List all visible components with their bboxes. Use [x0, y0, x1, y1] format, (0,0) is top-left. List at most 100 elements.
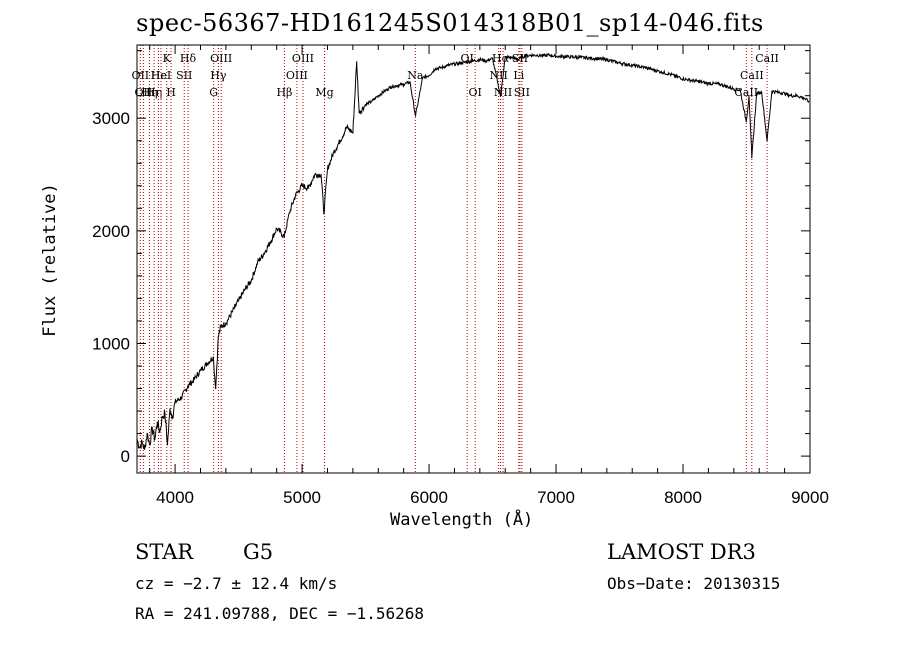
- data-point: [511, 56, 513, 59]
- data-point: [276, 228, 278, 230]
- data-point: [250, 279, 252, 281]
- survey-name: LAMOST DR3: [607, 540, 756, 564]
- data-point: [808, 100, 810, 102]
- object-class: STAR: [135, 540, 194, 564]
- spectral-line-label: HeI: [151, 69, 171, 82]
- data-point: [606, 59, 608, 61]
- y-axis-label: Flux (relative): [40, 183, 60, 337]
- x-tick-label: 6000: [410, 488, 448, 507]
- spectral-line-markers: OIIOIIHηHηHεHeIKHSIIHδGHγOIIIHβOIIIOIIIM…: [131, 45, 779, 473]
- data-point: [403, 83, 405, 85]
- data-point: [352, 132, 354, 134]
- data-point: [761, 91, 763, 93]
- data-point: [466, 61, 468, 63]
- data-point: [756, 92, 758, 94]
- data-point: [333, 151, 335, 153]
- chart-title: spec-56367-HD161245S014318B01_sp14-046.f…: [136, 9, 764, 37]
- data-point: [536, 54, 538, 56]
- data-point: [644, 66, 646, 69]
- data-point: [244, 288, 246, 290]
- spectral-line-label: CaII: [755, 52, 779, 65]
- data-point: [748, 95, 750, 97]
- data-point: [618, 62, 621, 64]
- data-point: [669, 73, 671, 75]
- ra-dec: RA = 241.09788, DEC = −1.56268: [135, 604, 424, 623]
- data-point: [156, 421, 158, 423]
- redshift-cz: cz = −2.7 ± 12.4 km/s: [135, 574, 338, 593]
- data-point: [523, 55, 525, 57]
- spectral-line-label: Na: [407, 69, 424, 82]
- data-point: [356, 61, 358, 63]
- data-point: [149, 444, 151, 446]
- data-point: [396, 84, 398, 87]
- data-point: [453, 63, 456, 65]
- data-point: [301, 185, 303, 187]
- data-point: [151, 427, 153, 429]
- data-point: [215, 387, 217, 390]
- data-point: [217, 336, 219, 338]
- data-point: [371, 100, 373, 102]
- y-tick-label: 1000: [92, 334, 130, 353]
- spectral-line-label: SII: [176, 69, 192, 82]
- data-point: [720, 83, 722, 85]
- data-point: [549, 54, 551, 56]
- data-point: [682, 78, 684, 80]
- data-point: [199, 369, 202, 372]
- data-point: [231, 311, 233, 313]
- data-point: [517, 59, 519, 61]
- data-point: [144, 448, 146, 450]
- data-point: [472, 60, 475, 62]
- data-point: [164, 412, 166, 414]
- data-point: [409, 81, 411, 83]
- data-point: [283, 235, 285, 238]
- data-point: [212, 356, 214, 358]
- data-point: [263, 252, 265, 254]
- obs-date: Obs−Date: 20130315: [607, 574, 781, 593]
- data-point: [414, 115, 417, 117]
- data-point: [169, 408, 171, 410]
- data-point: [428, 74, 430, 76]
- data-point: [154, 438, 156, 440]
- spectrum-line: [136, 52, 810, 450]
- data-point: [434, 68, 436, 70]
- data-point: [339, 140, 341, 142]
- data-point: [491, 57, 494, 60]
- data-point: [159, 430, 161, 432]
- x-tick-label: 8000: [664, 488, 702, 507]
- data-point: [345, 126, 348, 128]
- x-axis-label: Wavelength (Å): [390, 510, 534, 530]
- data-point: [790, 95, 792, 97]
- data-point: [174, 401, 176, 403]
- data-point: [766, 140, 768, 142]
- data-point: [707, 82, 710, 84]
- data-point: [422, 77, 424, 79]
- spectral-line-label: Hε: [151, 69, 167, 82]
- data-point: [187, 385, 189, 387]
- data-point: [172, 416, 174, 418]
- spectral-line-label: Mg: [315, 86, 333, 99]
- data-point: [326, 168, 329, 170]
- spectral-line-label: Hβ: [276, 86, 292, 99]
- data-point: [320, 173, 322, 176]
- data-point: [499, 95, 502, 97]
- y-tick-label: 2000: [92, 222, 130, 241]
- spectral-line-label: Hη: [141, 86, 157, 99]
- data-point: [166, 444, 169, 446]
- spectral-line-label: H: [166, 86, 176, 99]
- data-point: [593, 57, 595, 60]
- data-point: [238, 300, 240, 302]
- data-point: [377, 95, 379, 97]
- data-point: [739, 89, 741, 91]
- spectral-line-label: G: [209, 86, 218, 99]
- spectral-line-label: CaII: [734, 86, 758, 99]
- spectral-line-label: Li: [513, 69, 524, 82]
- data-point: [745, 121, 747, 123]
- x-tick-label: 9000: [791, 488, 829, 507]
- data-point: [323, 213, 325, 215]
- data-point: [771, 90, 773, 92]
- data-point: [631, 64, 633, 66]
- data-point: [384, 90, 386, 92]
- data-point: [288, 212, 290, 214]
- data-point: [141, 442, 143, 444]
